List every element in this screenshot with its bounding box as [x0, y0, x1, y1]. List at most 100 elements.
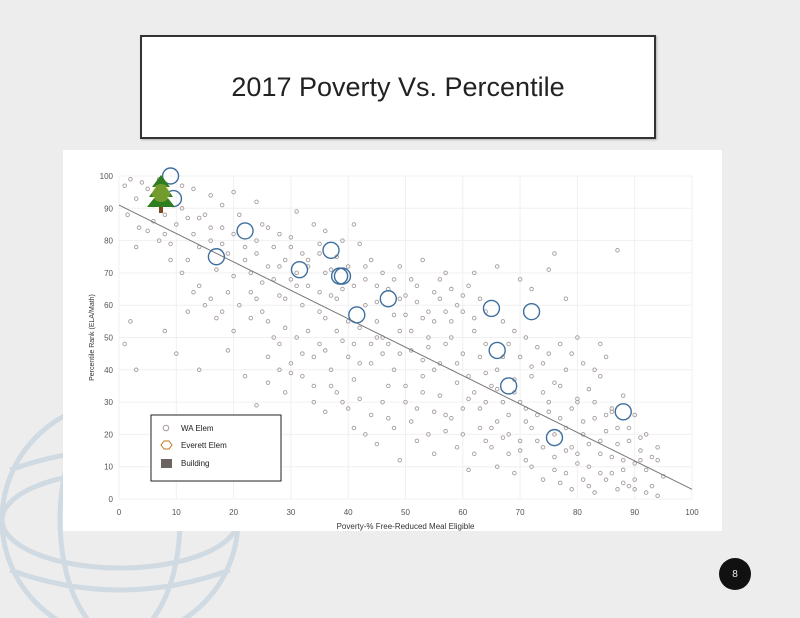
- slide-title: 2017 Poverty Vs. Percentile: [231, 71, 565, 102]
- wa-elem-point: [133, 367, 139, 373]
- wa-elem-point: [472, 390, 477, 395]
- wa-elem-point: [174, 222, 179, 227]
- wa-elem-point: [529, 425, 534, 431]
- slide-title-box: 2017 Poverty Vs. Percentile: [140, 35, 656, 139]
- wa-elem-point: [466, 283, 471, 289]
- wa-elem-point: [368, 412, 374, 418]
- wa-elem-point: [242, 374, 248, 379]
- wa-elem-point: [265, 319, 271, 324]
- wa-elem-point: [368, 341, 374, 347]
- wa-elem-point: [615, 441, 620, 447]
- wa-elem-point: [363, 264, 368, 269]
- wa-elem-point: [414, 283, 420, 289]
- wa-elem-point: [494, 464, 500, 469]
- wa-elem-point: [271, 277, 276, 282]
- wa-elem-point: [363, 302, 368, 308]
- wa-elem-point: [380, 399, 385, 405]
- legend-label: Building: [181, 459, 209, 468]
- wa-elem-point: [546, 409, 552, 415]
- wa-elem-point: [403, 312, 408, 318]
- x-tick-label: 60: [458, 508, 467, 517]
- wa-elem-point: [489, 383, 494, 389]
- wa-elem-point: [552, 467, 557, 473]
- x-tick-label: 10: [172, 508, 181, 517]
- wa-elem-point: [403, 399, 408, 405]
- wa-elem-point: [563, 367, 569, 373]
- y-axis-label: Percentile Rank (ELA/Math): [89, 294, 96, 381]
- wa-elem-point: [328, 383, 334, 389]
- everett-elem-point: [522, 302, 541, 321]
- y-tick-label: 80: [104, 237, 113, 246]
- y-tick-label: 10: [104, 463, 113, 472]
- wa-elem-point: [449, 335, 454, 340]
- wa-elem-point: [426, 432, 431, 437]
- wa-elem-point: [431, 319, 437, 324]
- wa-elem-point: [426, 344, 431, 350]
- wa-elem-point: [391, 367, 397, 373]
- wa-elem-point: [351, 222, 357, 227]
- wa-elem-point: [317, 241, 322, 247]
- wa-elem-point: [506, 432, 511, 437]
- wa-elem-point: [615, 425, 620, 431]
- wa-elem-point: [632, 412, 637, 418]
- wa-elem-point: [305, 257, 311, 263]
- wa-elem-point: [580, 419, 586, 424]
- wa-elem-point: [586, 441, 592, 447]
- wa-elem-point: [288, 244, 294, 250]
- wa-elem-point: [323, 409, 328, 415]
- wa-elem-point: [191, 186, 196, 192]
- wa-elem-point: [649, 483, 655, 489]
- wa-elem-point: [494, 386, 500, 392]
- trend-line: [118, 204, 693, 490]
- wa-elem-point: [420, 257, 425, 263]
- wa-elem-point: [231, 231, 236, 237]
- wa-elem-point: [580, 477, 586, 482]
- wa-elem-point: [345, 354, 351, 360]
- wa-elem-point: [557, 383, 563, 389]
- wa-elem-point: [179, 270, 185, 276]
- wa-elem-point: [512, 470, 517, 476]
- wa-elem-point: [472, 270, 477, 276]
- wa-elem-point: [649, 454, 655, 460]
- wa-elem-point: [219, 202, 225, 208]
- wa-elem-point: [340, 238, 345, 243]
- wa-elem-point: [259, 280, 265, 285]
- wa-elem-point: [242, 257, 248, 263]
- wa-elem-point: [523, 419, 529, 424]
- wa-elem-point: [540, 445, 546, 450]
- legend-wa-elem-marker: [162, 424, 170, 432]
- wa-elem-point: [351, 341, 357, 347]
- wa-elem-point: [598, 451, 603, 457]
- wa-elem-point: [443, 341, 448, 347]
- wa-elem-point: [655, 457, 660, 463]
- wa-elem-point: [517, 448, 523, 453]
- everett-elem-point: [322, 241, 340, 259]
- wa-elem-point: [397, 296, 403, 301]
- wa-elem-point: [506, 412, 511, 418]
- wa-elem-point: [586, 386, 592, 392]
- wa-elem-point: [500, 319, 506, 324]
- wa-elem-point: [620, 457, 626, 463]
- wa-elem-point: [603, 412, 609, 418]
- wa-elem-point: [340, 399, 345, 405]
- wa-elem-point: [569, 406, 574, 411]
- wa-elem-point: [472, 451, 477, 457]
- wa-elem-point: [125, 212, 130, 218]
- wa-elem-point: [259, 309, 265, 314]
- wa-elem-point: [408, 277, 414, 282]
- wa-elem-point: [231, 189, 236, 195]
- wa-elem-point: [265, 225, 271, 230]
- wa-elem-point: [592, 367, 597, 373]
- wa-elem-point: [162, 328, 168, 334]
- wa-elem-point: [225, 290, 231, 295]
- wa-elem-point: [317, 341, 322, 347]
- wa-elem-point: [254, 238, 259, 243]
- wa-elem-point: [145, 228, 150, 234]
- wa-elem-point: [294, 209, 299, 214]
- wa-elem-point: [454, 445, 460, 450]
- x-tick-label: 20: [229, 508, 238, 517]
- x-tick-label: 50: [401, 508, 410, 517]
- wa-elem-point: [443, 428, 448, 434]
- wa-elem-point: [643, 490, 649, 495]
- wa-elem-point: [632, 487, 637, 492]
